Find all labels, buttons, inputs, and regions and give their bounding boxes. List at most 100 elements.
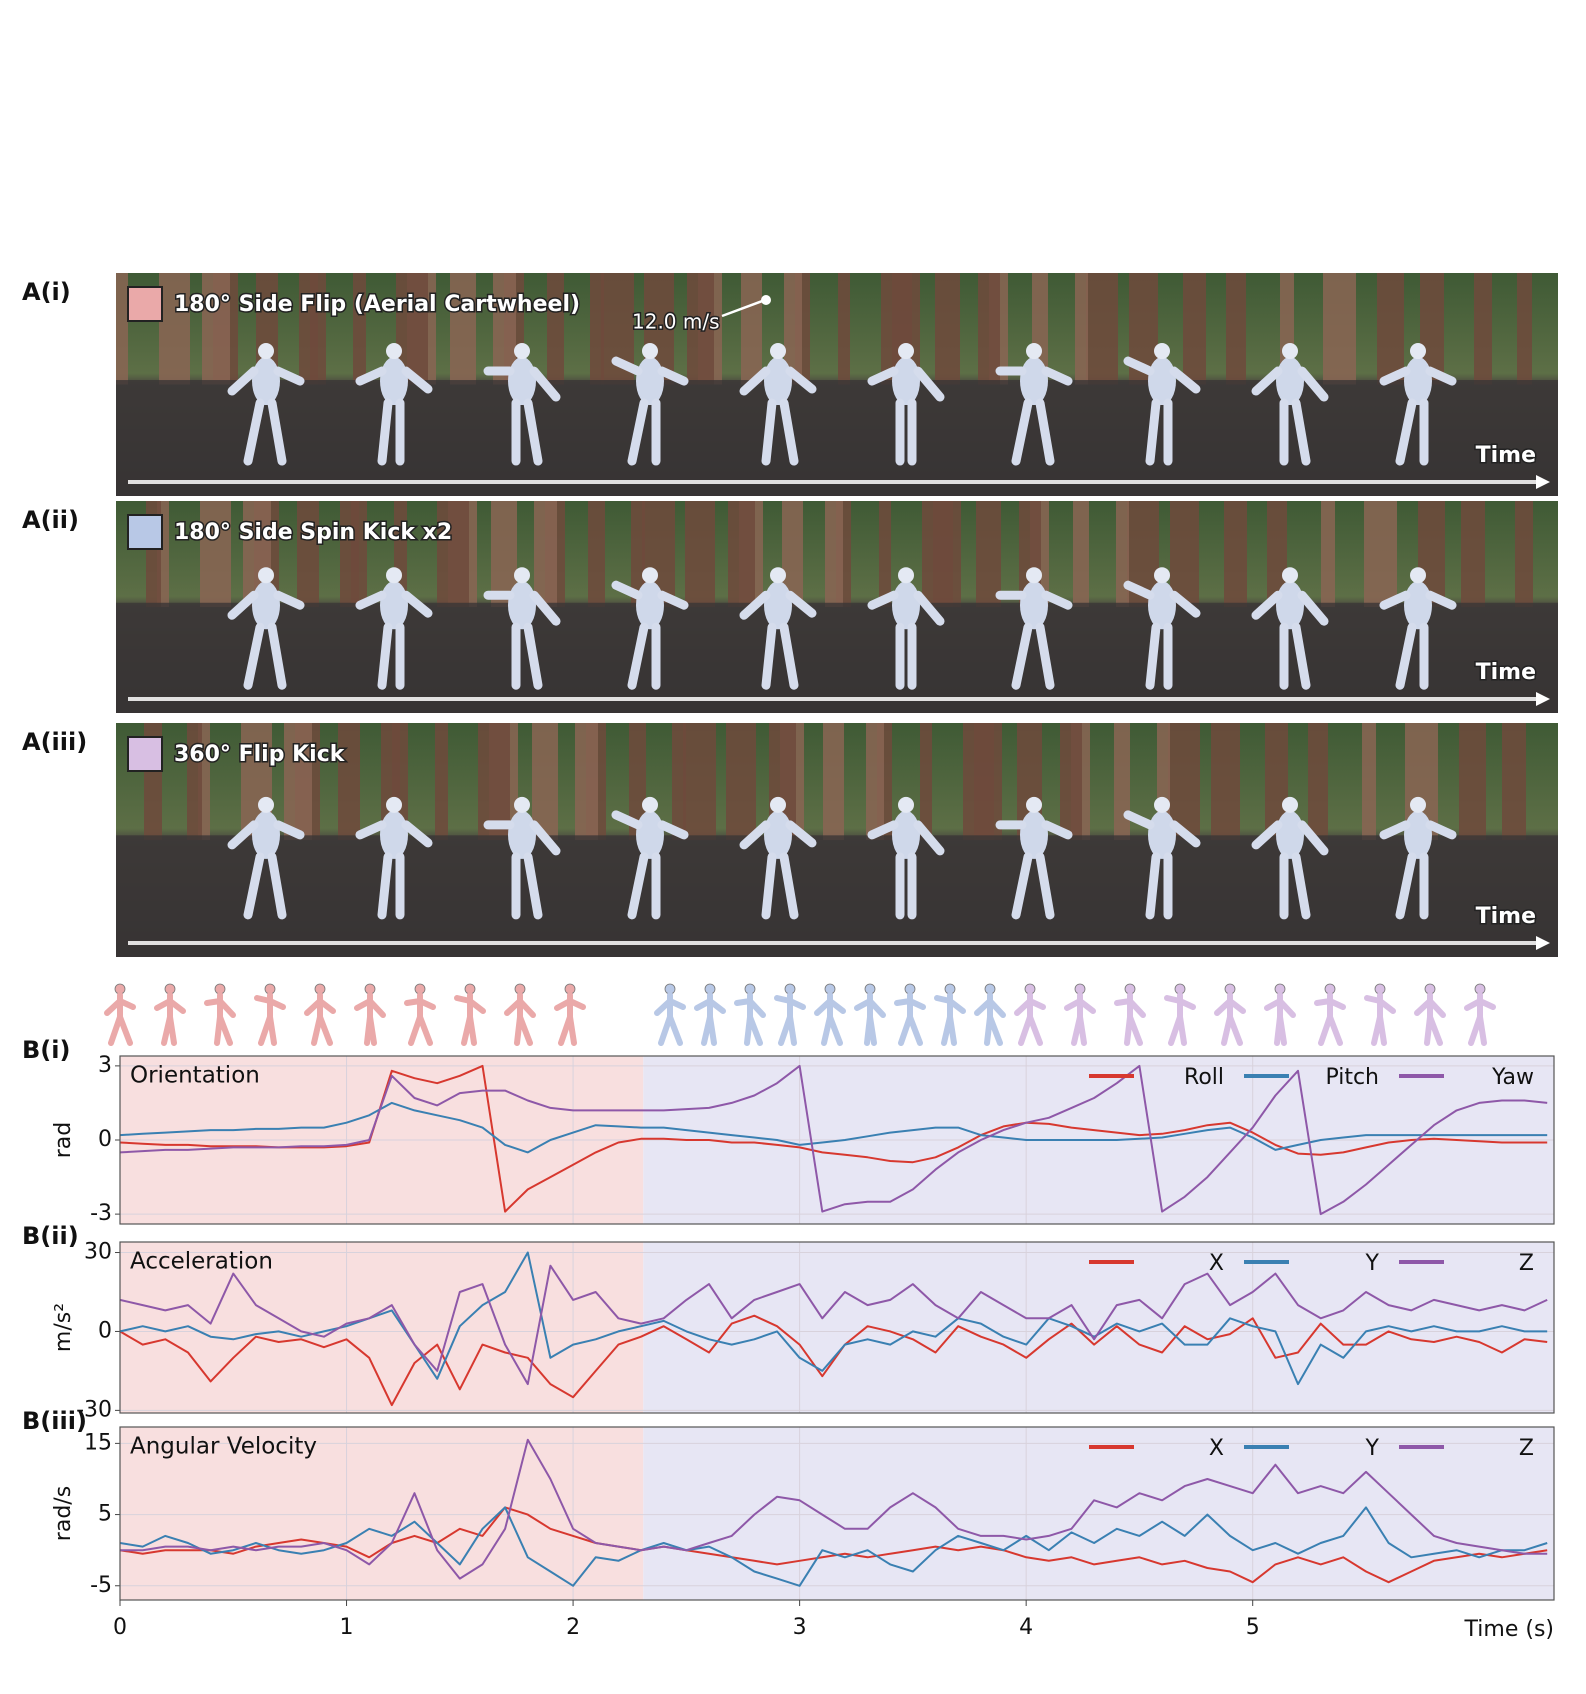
silhouette-body	[504, 992, 536, 1046]
x-tick-label: 1	[340, 1615, 354, 1640]
y-tick-label: -30	[76, 1397, 112, 1422]
robot-torso	[1148, 810, 1176, 859]
tree-trunk	[1267, 501, 1287, 607]
robot-limbs	[739, 590, 817, 690]
phase-span	[120, 1427, 644, 1600]
robot-torso	[508, 581, 536, 630]
panel-label: A(ii)	[22, 506, 79, 534]
robot-head	[386, 796, 402, 813]
photo-strip	[116, 501, 1558, 713]
annotation: 12.0 m/s	[632, 310, 720, 334]
tree-trunk	[532, 723, 558, 840]
robot-torso	[892, 581, 920, 630]
silhouette-body	[814, 992, 846, 1046]
robot-limbs	[1251, 366, 1329, 466]
time-label: Time	[1476, 660, 1536, 685]
robot-torso	[380, 357, 408, 406]
robot-head	[1154, 567, 1170, 584]
robot-limbs	[1379, 366, 1457, 466]
y-axis-label: rad	[51, 1122, 76, 1159]
silhouette-body	[354, 992, 386, 1046]
tree-trunk	[825, 501, 843, 607]
robot-head	[258, 796, 274, 813]
tree-trunk	[1308, 723, 1328, 840]
silhouette-body	[204, 992, 236, 1046]
robot-torso	[1148, 357, 1176, 406]
robot-torso	[764, 581, 792, 630]
y-tick-label: 0	[98, 1318, 112, 1343]
robot-limbs	[227, 366, 305, 466]
robot-head	[898, 343, 914, 360]
tree-trunk	[1474, 273, 1492, 385]
tree-trunk	[672, 723, 686, 840]
tree-trunk	[1226, 273, 1246, 385]
silhouette-body	[854, 992, 886, 1046]
y-tick-label: 3	[98, 1053, 112, 1078]
silhouette-body	[1314, 992, 1346, 1046]
plot-frame	[119, 1426, 1555, 1601]
tree-trunk	[838, 273, 850, 385]
robot-torso	[380, 581, 408, 630]
robot-torso	[380, 810, 408, 859]
robot-head	[770, 343, 786, 360]
tree-trunk	[200, 501, 231, 607]
tree-trunk	[284, 723, 312, 840]
robot-head	[642, 343, 658, 360]
panel-color-swatch	[127, 736, 163, 772]
robot-torso	[1404, 357, 1432, 406]
legend-label: Pitch	[1325, 1065, 1379, 1090]
robot-limbs	[867, 590, 945, 690]
robot-limbs	[995, 366, 1073, 466]
tree-trunk	[1073, 501, 1089, 607]
plot-frame	[119, 1055, 1555, 1225]
silhouette-body	[1114, 992, 1146, 1046]
robot-limbs	[867, 366, 945, 466]
time-arrow-head	[1536, 475, 1550, 489]
robot-limbs	[355, 590, 433, 690]
legend-label: Z	[1519, 1436, 1534, 1461]
robot-head	[1410, 343, 1426, 360]
series-line	[119, 1251, 1548, 1386]
silhouette-body	[894, 992, 926, 1046]
time-arrow-head	[1536, 936, 1550, 950]
plot-frame	[119, 1241, 1555, 1414]
robot-head	[1410, 567, 1426, 584]
tree-trunk	[823, 723, 844, 840]
tree-trunk	[687, 273, 714, 385]
robot-torso	[1020, 357, 1048, 406]
tree-trunk	[435, 723, 448, 840]
photo-strip	[116, 273, 1558, 496]
series-line	[119, 1314, 1548, 1407]
tree-trunk	[726, 723, 756, 840]
robot-head	[258, 343, 274, 360]
robot-head	[1154, 343, 1170, 360]
tree-trunk	[1377, 273, 1404, 385]
robot-limbs	[611, 356, 689, 466]
silhouette-body	[774, 992, 806, 1046]
robot-torso	[1020, 810, 1048, 859]
silhouette-body	[1264, 992, 1296, 1046]
robot-torso	[508, 810, 536, 859]
panel-label: A(iii)	[22, 728, 87, 756]
tree-trunk	[1515, 501, 1533, 607]
tree-trunk	[922, 501, 953, 607]
x-tick-label: 2	[566, 1615, 580, 1640]
robot-torso	[636, 581, 664, 630]
time-label: Time	[1476, 904, 1536, 929]
silhouette-body	[454, 992, 486, 1046]
series-line	[119, 1064, 1548, 1213]
robot-limbs	[483, 820, 561, 920]
robot-torso	[892, 357, 920, 406]
tree-trunk	[590, 273, 604, 385]
robot-limbs	[227, 590, 305, 690]
tree-trunk	[879, 501, 891, 607]
ground	[116, 380, 1558, 496]
robot-limbs	[483, 590, 561, 690]
panel-title: 360° Flip Kick	[174, 742, 346, 767]
tree-trunk	[1265, 723, 1288, 840]
robot-head	[1026, 567, 1042, 584]
motion-silhouettes	[104, 983, 1496, 1046]
y-tick-label: 5	[98, 1502, 112, 1527]
y-axis-label: rad/s	[51, 1486, 76, 1541]
